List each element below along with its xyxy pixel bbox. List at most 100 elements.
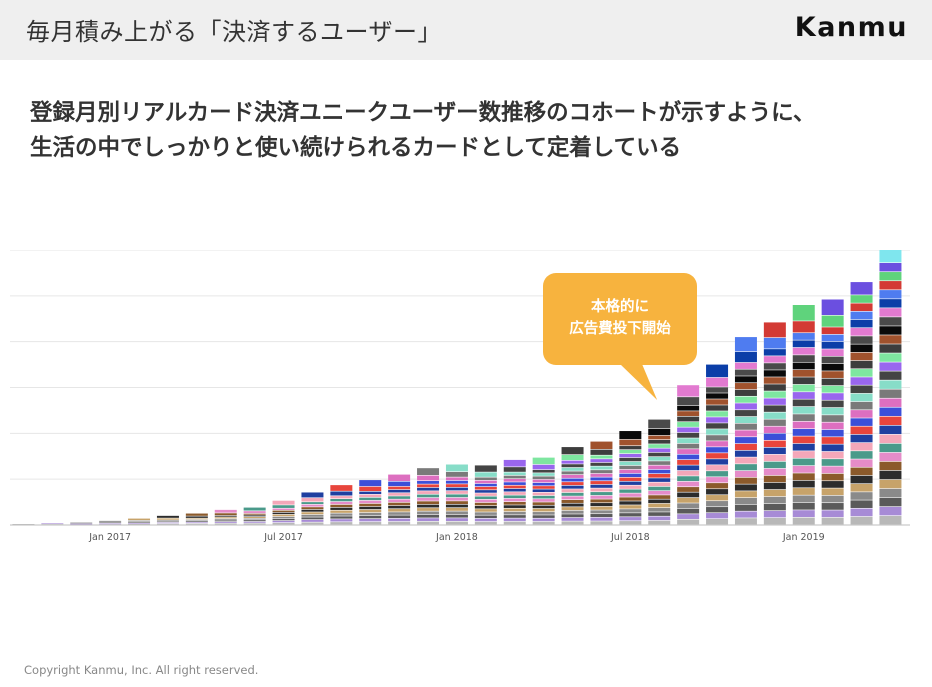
bar-segment — [474, 496, 497, 500]
bar-segment — [445, 487, 468, 491]
bar-segment — [301, 517, 324, 520]
bar-segment — [706, 477, 729, 483]
bar-segment — [821, 488, 844, 496]
bar-segment — [41, 524, 64, 525]
bar-segment — [879, 416, 902, 426]
bar-segment — [243, 515, 266, 517]
bar-segment — [879, 272, 902, 281]
bar-segment — [359, 480, 382, 487]
bar-segment — [792, 377, 815, 385]
bar-segment — [763, 398, 786, 405]
bar-segment — [156, 523, 179, 525]
bar-segment — [388, 474, 411, 482]
bar-segment — [272, 514, 295, 517]
bar-segment — [330, 513, 353, 516]
bar-segment — [850, 282, 873, 295]
bar-segment — [879, 497, 902, 507]
bar-segment — [359, 497, 382, 501]
bar-segment — [648, 465, 671, 470]
bar-segment — [445, 521, 468, 525]
bar-segment — [734, 511, 757, 518]
bar-segment — [503, 482, 526, 485]
bar-segment — [706, 519, 729, 525]
bar-segment — [677, 454, 700, 460]
bar-segment — [532, 464, 555, 470]
bar-segment — [561, 503, 584, 507]
bar-segment — [503, 498, 526, 502]
bar-segment — [532, 495, 555, 499]
bar-segment — [619, 469, 642, 474]
bar-segment — [879, 389, 902, 398]
bar-segment — [763, 440, 786, 448]
bar-segment — [214, 513, 237, 516]
bar-segment — [590, 459, 613, 463]
bar-segment — [590, 449, 613, 455]
bar-segment — [503, 478, 526, 482]
bar-segment — [792, 355, 815, 362]
bar-segment — [590, 477, 613, 481]
bar-segment — [677, 432, 700, 438]
bar-segment — [677, 438, 700, 444]
bar-segment — [388, 502, 411, 506]
bar-segment — [677, 476, 700, 482]
bar-segment — [561, 460, 584, 464]
bar-segment — [792, 406, 815, 414]
bar-segment — [879, 263, 902, 272]
bar-segment — [879, 317, 902, 326]
bar-segment — [792, 399, 815, 407]
bar-segment — [706, 495, 729, 501]
bar-segment — [474, 493, 497, 496]
bar-segment — [185, 521, 208, 522]
bar-segment — [821, 363, 844, 371]
bar-segment — [474, 490, 497, 493]
bar-segment — [850, 459, 873, 467]
bar-segment — [706, 441, 729, 447]
bar-segment — [417, 494, 440, 498]
bar-segment — [128, 524, 151, 525]
bar-segment — [763, 489, 786, 497]
bar-segment — [879, 488, 902, 498]
bar-segment — [243, 521, 266, 523]
bar-segment — [474, 515, 497, 519]
bar-segment — [214, 520, 237, 522]
bar-segment — [677, 443, 700, 449]
bar-segment — [706, 435, 729, 441]
bar-segment — [706, 483, 729, 489]
bar-segment — [474, 499, 497, 503]
bar-segment — [532, 482, 555, 486]
bar-segment — [792, 436, 815, 444]
bar-segment — [417, 491, 440, 494]
bar-segment — [590, 455, 613, 459]
bar-segment — [99, 522, 122, 524]
bar-segment — [99, 520, 122, 522]
bar-segment — [821, 371, 844, 378]
bar-segment — [561, 471, 584, 475]
bar-segment — [734, 396, 757, 403]
bar-segment — [214, 509, 237, 513]
bar-segment — [821, 429, 844, 437]
bar-segment — [648, 439, 671, 444]
bar-segment — [706, 471, 729, 477]
bar-segment — [532, 521, 555, 525]
bar-segment — [619, 489, 642, 493]
bar-segment — [763, 433, 786, 440]
bar-segment — [156, 521, 179, 523]
bar-segment — [474, 518, 497, 522]
bar-segment — [734, 504, 757, 511]
bar-segment — [417, 514, 440, 518]
bar-segment — [243, 507, 266, 511]
bar-segment — [850, 328, 873, 336]
bar-segment — [41, 523, 64, 524]
bar-segment — [619, 449, 642, 454]
bar-segment — [359, 494, 382, 498]
bar-segment — [648, 469, 671, 474]
bar-segment — [417, 481, 440, 484]
bar-segment — [821, 315, 844, 327]
bar-segment — [445, 491, 468, 494]
bar-segment — [850, 377, 873, 385]
bar-segment — [734, 477, 757, 484]
bar-segment — [879, 281, 902, 290]
bar-segment — [561, 454, 584, 461]
bar-segment — [561, 464, 584, 468]
bar-segment — [359, 491, 382, 495]
